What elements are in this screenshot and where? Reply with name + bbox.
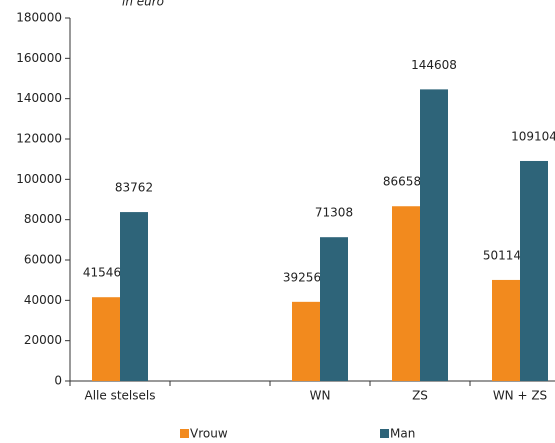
legend-label: Man	[390, 427, 415, 441]
legend-swatch	[380, 429, 389, 438]
x-tick-label: WN + ZS	[493, 389, 547, 403]
legend-label: Vrouw	[190, 427, 228, 441]
value-label: 83762	[115, 181, 153, 195]
value-label: 39256	[283, 270, 321, 284]
bar	[492, 279, 520, 381]
y-tick-label: 40000	[24, 293, 62, 307]
chart-subtitle: in euro	[122, 0, 164, 9]
bar	[292, 301, 320, 381]
value-label: 86658	[383, 175, 421, 189]
legend-swatch	[180, 429, 189, 438]
value-label: 41546	[83, 266, 121, 280]
bar	[92, 297, 120, 381]
bar	[320, 237, 348, 381]
y-tick-label: 160000	[16, 51, 62, 65]
value-label: 144608	[411, 58, 457, 72]
bar	[520, 160, 548, 381]
y-tick-label: 20000	[24, 333, 62, 347]
bar	[420, 89, 448, 381]
y-tick-label: 140000	[16, 91, 62, 105]
x-tick-label: ZS	[412, 389, 428, 403]
value-label: 50114	[483, 248, 521, 262]
y-tick-label: 120000	[16, 132, 62, 146]
y-tick-label: 100000	[16, 172, 62, 186]
y-tick-label: 60000	[24, 253, 62, 267]
y-tick-label: 0	[54, 374, 62, 388]
y-tick-label: 180000	[16, 11, 62, 25]
value-label: 109104	[511, 129, 555, 143]
bar	[392, 206, 420, 381]
y-tick-label: 80000	[24, 212, 62, 226]
x-tick-label: WN	[310, 389, 331, 403]
value-label: 71308	[315, 206, 353, 220]
x-tick-label: Alle stelsels	[85, 389, 156, 403]
bar	[120, 212, 148, 381]
